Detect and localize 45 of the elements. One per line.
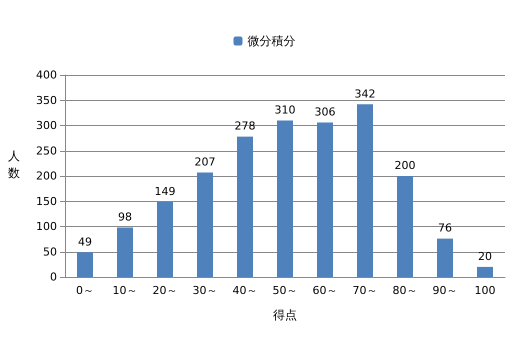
- bar: [277, 120, 293, 277]
- bar: [317, 122, 333, 277]
- bar: [77, 252, 93, 277]
- x-tick-label: 0～: [76, 284, 94, 297]
- data-label: 207: [194, 155, 216, 168]
- data-label: 20: [478, 250, 492, 263]
- x-tick-label: 40～: [232, 284, 258, 297]
- bar: [117, 228, 133, 277]
- bar: [357, 104, 373, 277]
- y-tick-label: 200: [36, 170, 57, 182]
- y-tick-label: 150: [36, 194, 57, 208]
- x-tick-label: 80～: [392, 284, 418, 297]
- bar: [157, 202, 173, 277]
- bar: [197, 172, 213, 277]
- y-tick-label: 250: [36, 144, 57, 158]
- y-tick-label: 50: [43, 245, 57, 258]
- data-label: 149: [154, 184, 176, 198]
- x-tick-label: 100: [474, 284, 496, 297]
- data-label: 76: [438, 222, 452, 235]
- legend-label: 微分積分: [248, 34, 296, 48]
- x-tick-label: 20～: [152, 284, 178, 297]
- x-axis-title: 得点: [273, 308, 297, 322]
- x-tick-label: 30～: [192, 284, 218, 297]
- data-label: 278: [234, 120, 256, 133]
- x-tick-label: 60～: [312, 284, 338, 297]
- x-tick-label: 70～: [352, 284, 378, 297]
- x-tick-label: 10～: [112, 284, 138, 297]
- y-tick-label: 0: [50, 270, 57, 284]
- bar: [397, 176, 413, 277]
- data-label: 200: [394, 159, 416, 172]
- bar: [437, 238, 453, 277]
- data-label: 306: [314, 105, 336, 118]
- data-label: 98: [118, 210, 132, 224]
- y-tick-label: 350: [36, 94, 57, 107]
- y-axis-title: 人数: [8, 148, 21, 182]
- bar: [237, 136, 253, 277]
- y-tick-label: 300: [36, 119, 57, 132]
- bar: [477, 266, 493, 277]
- data-label: 310: [274, 103, 296, 116]
- x-tick-label: 90～: [432, 284, 458, 297]
- data-label: 49: [78, 235, 92, 248]
- y-tick-label: 400: [36, 68, 57, 82]
- x-tick-label: 50～: [272, 284, 298, 297]
- y-tick-label: 100: [36, 220, 57, 233]
- data-label: 342: [354, 87, 376, 100]
